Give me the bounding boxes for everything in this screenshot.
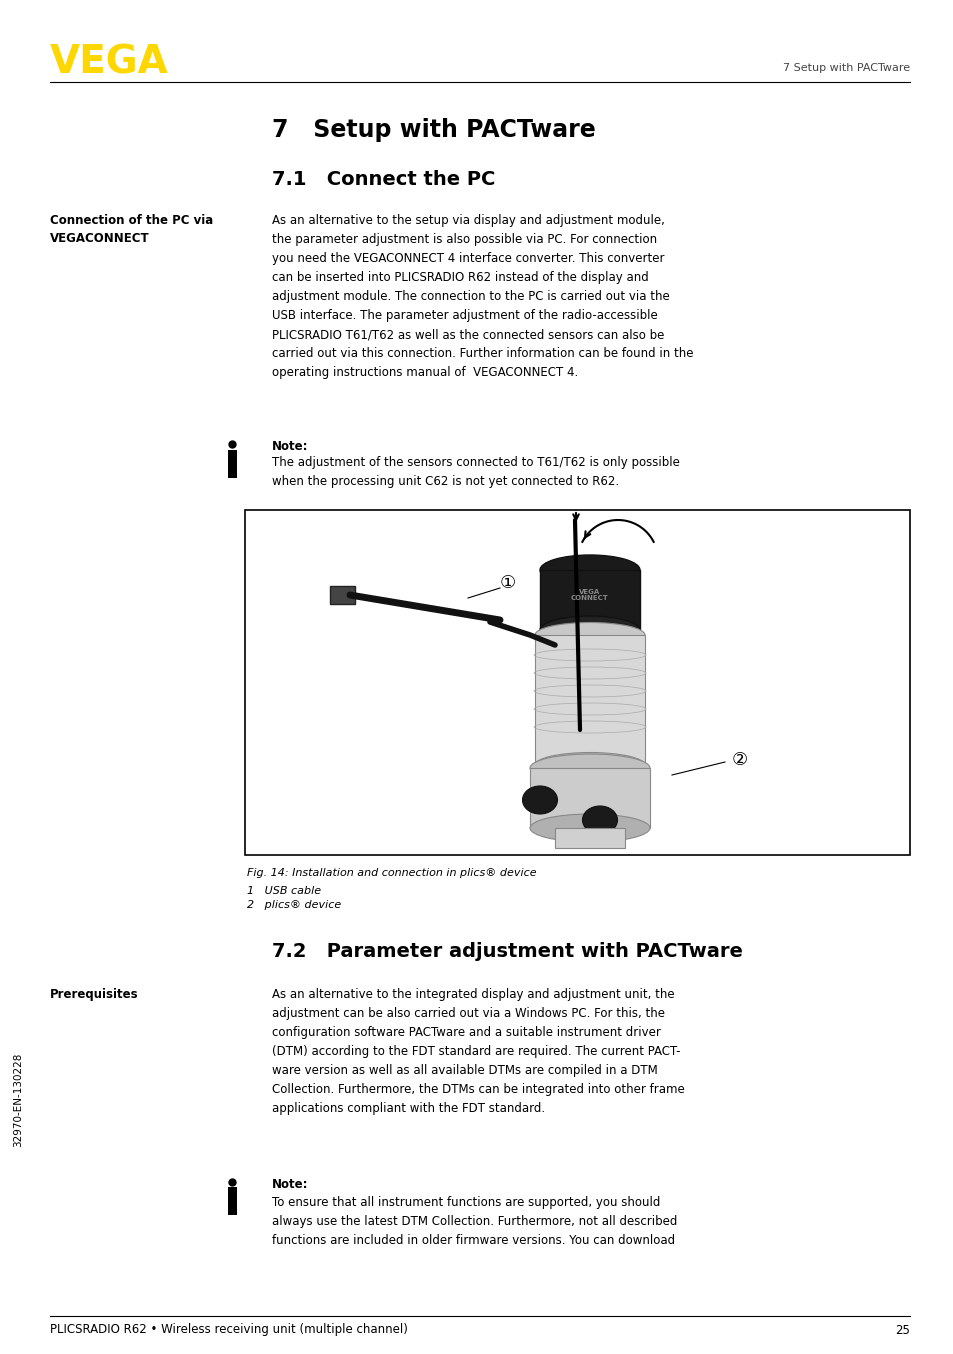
Text: 32970-EN-130228: 32970-EN-130228 <box>13 1053 23 1147</box>
Text: 25: 25 <box>894 1323 909 1336</box>
Ellipse shape <box>522 787 557 814</box>
Bar <box>245 510 909 854</box>
Text: As an alternative to the integrated display and adjustment unit, the
adjustment : As an alternative to the integrated disp… <box>272 988 684 1114</box>
Ellipse shape <box>535 753 644 777</box>
Bar <box>535 635 644 765</box>
Text: As an alternative to the setup via display and adjustment module,
the parameter : As an alternative to the setup via displ… <box>272 214 693 379</box>
Text: To ensure that all instrument functions are supported, you should
always use the: To ensure that all instrument functions … <box>272 1196 677 1247</box>
Text: 7 Setup with PACTware: 7 Setup with PACTware <box>782 64 909 73</box>
Text: Connection of the PC via
VEGACONNECT: Connection of the PC via VEGACONNECT <box>50 214 213 245</box>
Text: Prerequisites: Prerequisites <box>50 988 138 1001</box>
Bar <box>228 450 236 478</box>
Text: VEGA: VEGA <box>50 43 169 81</box>
Bar <box>530 768 649 829</box>
Ellipse shape <box>530 754 649 783</box>
Text: PLICSRADIO R62 • Wireless receiving unit (multiple channel): PLICSRADIO R62 • Wireless receiving unit… <box>50 1323 408 1336</box>
Text: 1   USB cable: 1 USB cable <box>247 886 321 896</box>
Bar <box>555 829 624 848</box>
Text: Note:: Note: <box>272 440 308 454</box>
Text: ②: ② <box>731 751 747 769</box>
Text: 7   Setup with PACTware: 7 Setup with PACTware <box>272 118 595 142</box>
Ellipse shape <box>539 555 639 585</box>
Text: VEGA
CONNECT: VEGA CONNECT <box>571 589 608 601</box>
Text: ①: ① <box>499 574 516 592</box>
Text: The adjustment of the sensors connected to T61/T62 is only possible
when the pro: The adjustment of the sensors connected … <box>272 456 679 487</box>
Text: Fig. 14: Installation and connection in plics® device: Fig. 14: Installation and connection in … <box>247 868 536 877</box>
Ellipse shape <box>539 616 639 645</box>
Text: 7.1   Connect the PC: 7.1 Connect the PC <box>272 171 495 190</box>
Bar <box>228 1187 236 1215</box>
Ellipse shape <box>582 806 617 834</box>
Ellipse shape <box>530 814 649 842</box>
Text: 2   plics® device: 2 plics® device <box>247 900 341 910</box>
Text: Note:: Note: <box>272 1178 308 1192</box>
Bar <box>539 570 639 630</box>
Ellipse shape <box>535 623 644 647</box>
Bar <box>330 586 355 604</box>
Text: 7.2   Parameter adjustment with PACTware: 7.2 Parameter adjustment with PACTware <box>272 942 742 961</box>
